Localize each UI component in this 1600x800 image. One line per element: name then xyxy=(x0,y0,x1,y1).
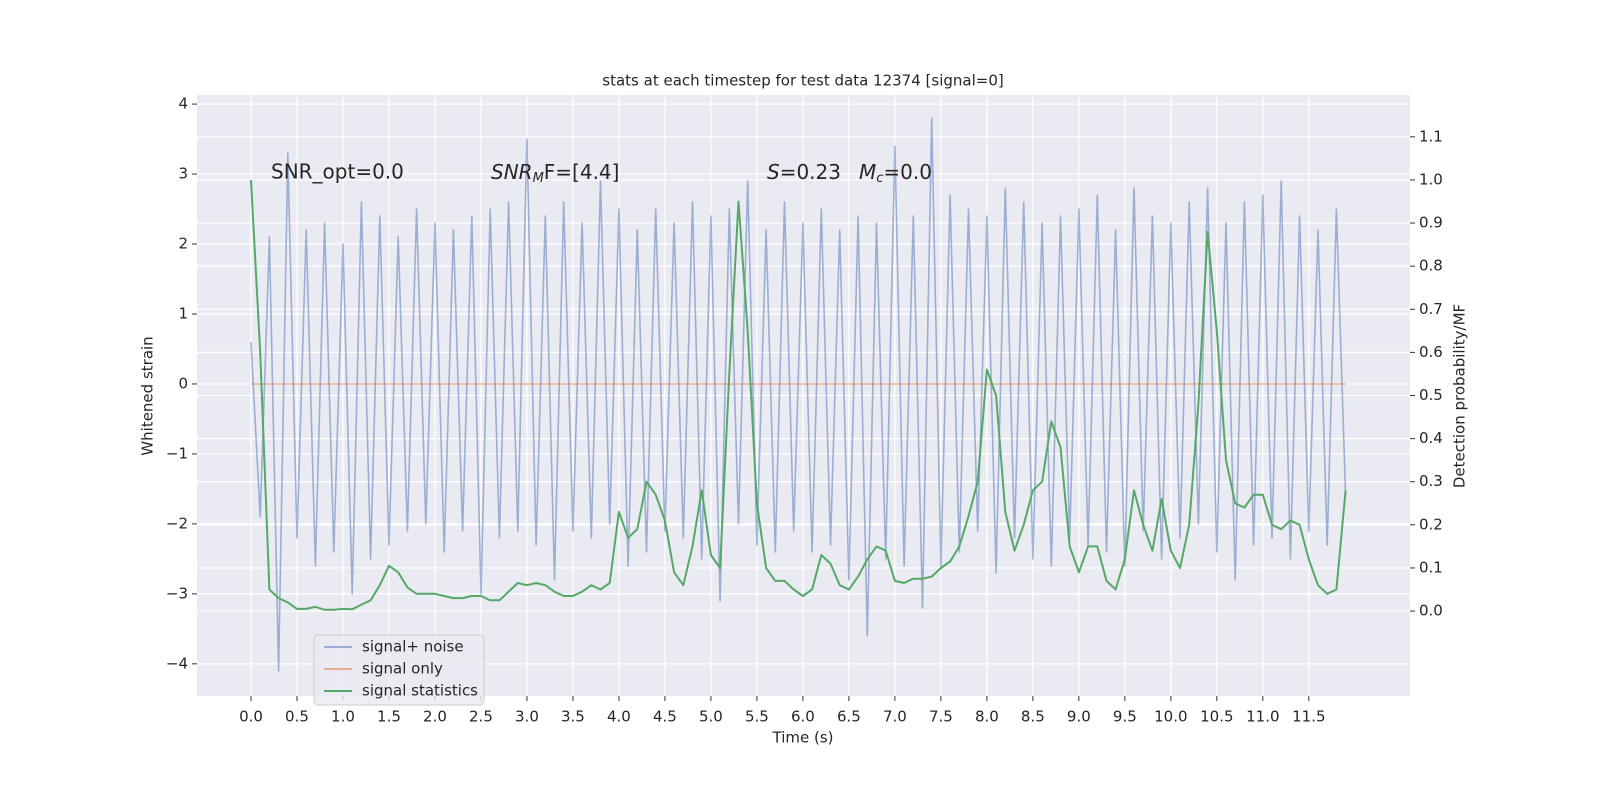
x-tick-label: 6.5 xyxy=(837,708,861,726)
y-tick-label: −1 xyxy=(166,444,188,462)
x-tick-label: 5.0 xyxy=(699,708,723,726)
x-tick-label: 8.0 xyxy=(975,708,999,726)
x-tick-label: 4.5 xyxy=(653,708,677,726)
x-tick-label: 11.0 xyxy=(1246,708,1279,726)
x-tick-label: 2.5 xyxy=(469,708,493,726)
annotation-part: =0.0 xyxy=(883,160,932,184)
y-tick-label: −3 xyxy=(166,584,188,602)
x-tick-label: 9.0 xyxy=(1067,708,1091,726)
y2-tick-label: 0.1 xyxy=(1419,558,1443,576)
y-tick-label: 0 xyxy=(178,374,188,392)
y2-tick-label: 0.6 xyxy=(1419,343,1443,361)
x-tick-label: 5.5 xyxy=(745,708,769,726)
series-line xyxy=(250,179,1347,611)
y2-tick-label: 0.7 xyxy=(1419,300,1443,318)
x-tick-label: 0.5 xyxy=(285,708,309,726)
y-axis-label: Whitened strain xyxy=(139,336,157,455)
y2-tick-label: 0.2 xyxy=(1419,515,1443,533)
x-tick-label: 3.5 xyxy=(561,708,585,726)
y2-tick-label: 0.8 xyxy=(1419,257,1443,275)
x-tick-label: 9.5 xyxy=(1113,708,1137,726)
y2-tick-label: 1.0 xyxy=(1419,170,1443,188)
x-tick-label: 10.0 xyxy=(1154,708,1187,726)
annotation-part: S xyxy=(767,160,780,184)
x-tick-label: 6.0 xyxy=(791,708,815,726)
y-tick-label: 4 xyxy=(178,95,188,113)
y-tick-label: 1 xyxy=(178,304,188,322)
x-tick-label: 7.5 xyxy=(929,708,953,726)
x-axis-label: Time (s) xyxy=(772,729,834,747)
x-tick-label: 0.0 xyxy=(239,708,263,726)
legend-label: signal+ noise xyxy=(362,638,464,656)
legend-box xyxy=(313,634,485,706)
legend-label: signal statistics xyxy=(362,682,478,700)
annotation-part: M xyxy=(859,160,876,184)
labels: 0.0 0.5 1.0 1.5 2.0 2.5 3.0 3.5 4.0 4.5 5.0 5.5 6.0 6… xyxy=(166,95,1443,726)
y-tick-label: 3 xyxy=(178,165,188,183)
chart-title: stats at each timestep for test data 123… xyxy=(602,72,1003,90)
x-tick-label: 3.0 xyxy=(515,708,539,726)
y2-tick-label: 0.9 xyxy=(1419,214,1443,232)
x-tick-label: 11.5 xyxy=(1292,708,1325,726)
annotation-part: SNR xyxy=(491,160,533,184)
annotation-sub: c xyxy=(876,171,883,186)
annotation: S=0.23 Mc=0.0 xyxy=(767,160,932,186)
y2-tick-label: 1.1 xyxy=(1419,127,1443,145)
x-tick-label: 4.0 xyxy=(607,708,631,726)
y2-tick-label: 0.5 xyxy=(1419,386,1443,404)
y-tick-label: 2 xyxy=(178,235,188,253)
annotation: SNRMF=[4.4] xyxy=(491,160,619,186)
x-tick-label: 8.5 xyxy=(1021,708,1045,726)
x-tick-label: 7.0 xyxy=(883,708,907,726)
y-tick-label: −4 xyxy=(166,654,188,672)
legend-label: signal only xyxy=(362,660,443,678)
y2-tick-label: 0.0 xyxy=(1419,602,1443,620)
y-tick-label: −2 xyxy=(166,514,188,532)
annotation-part: =0.23 xyxy=(780,160,841,184)
x-tick-label: 2.0 xyxy=(423,708,447,726)
annotation-part: F=[4.4] xyxy=(544,160,620,184)
x-tick-label: 1.0 xyxy=(331,708,355,726)
x-tick-label: 1.5 xyxy=(377,708,401,726)
annotation-sub: M xyxy=(533,171,544,186)
marks xyxy=(250,117,1347,672)
y2-tick-label: 0.3 xyxy=(1419,472,1443,490)
y2-axis-label: Detection probability/MF xyxy=(1451,304,1469,488)
annotation: SNR_opt=0.0 xyxy=(271,160,404,184)
y2-tick-label: 0.4 xyxy=(1419,429,1443,447)
x-tick-label: 10.5 xyxy=(1200,708,1233,726)
